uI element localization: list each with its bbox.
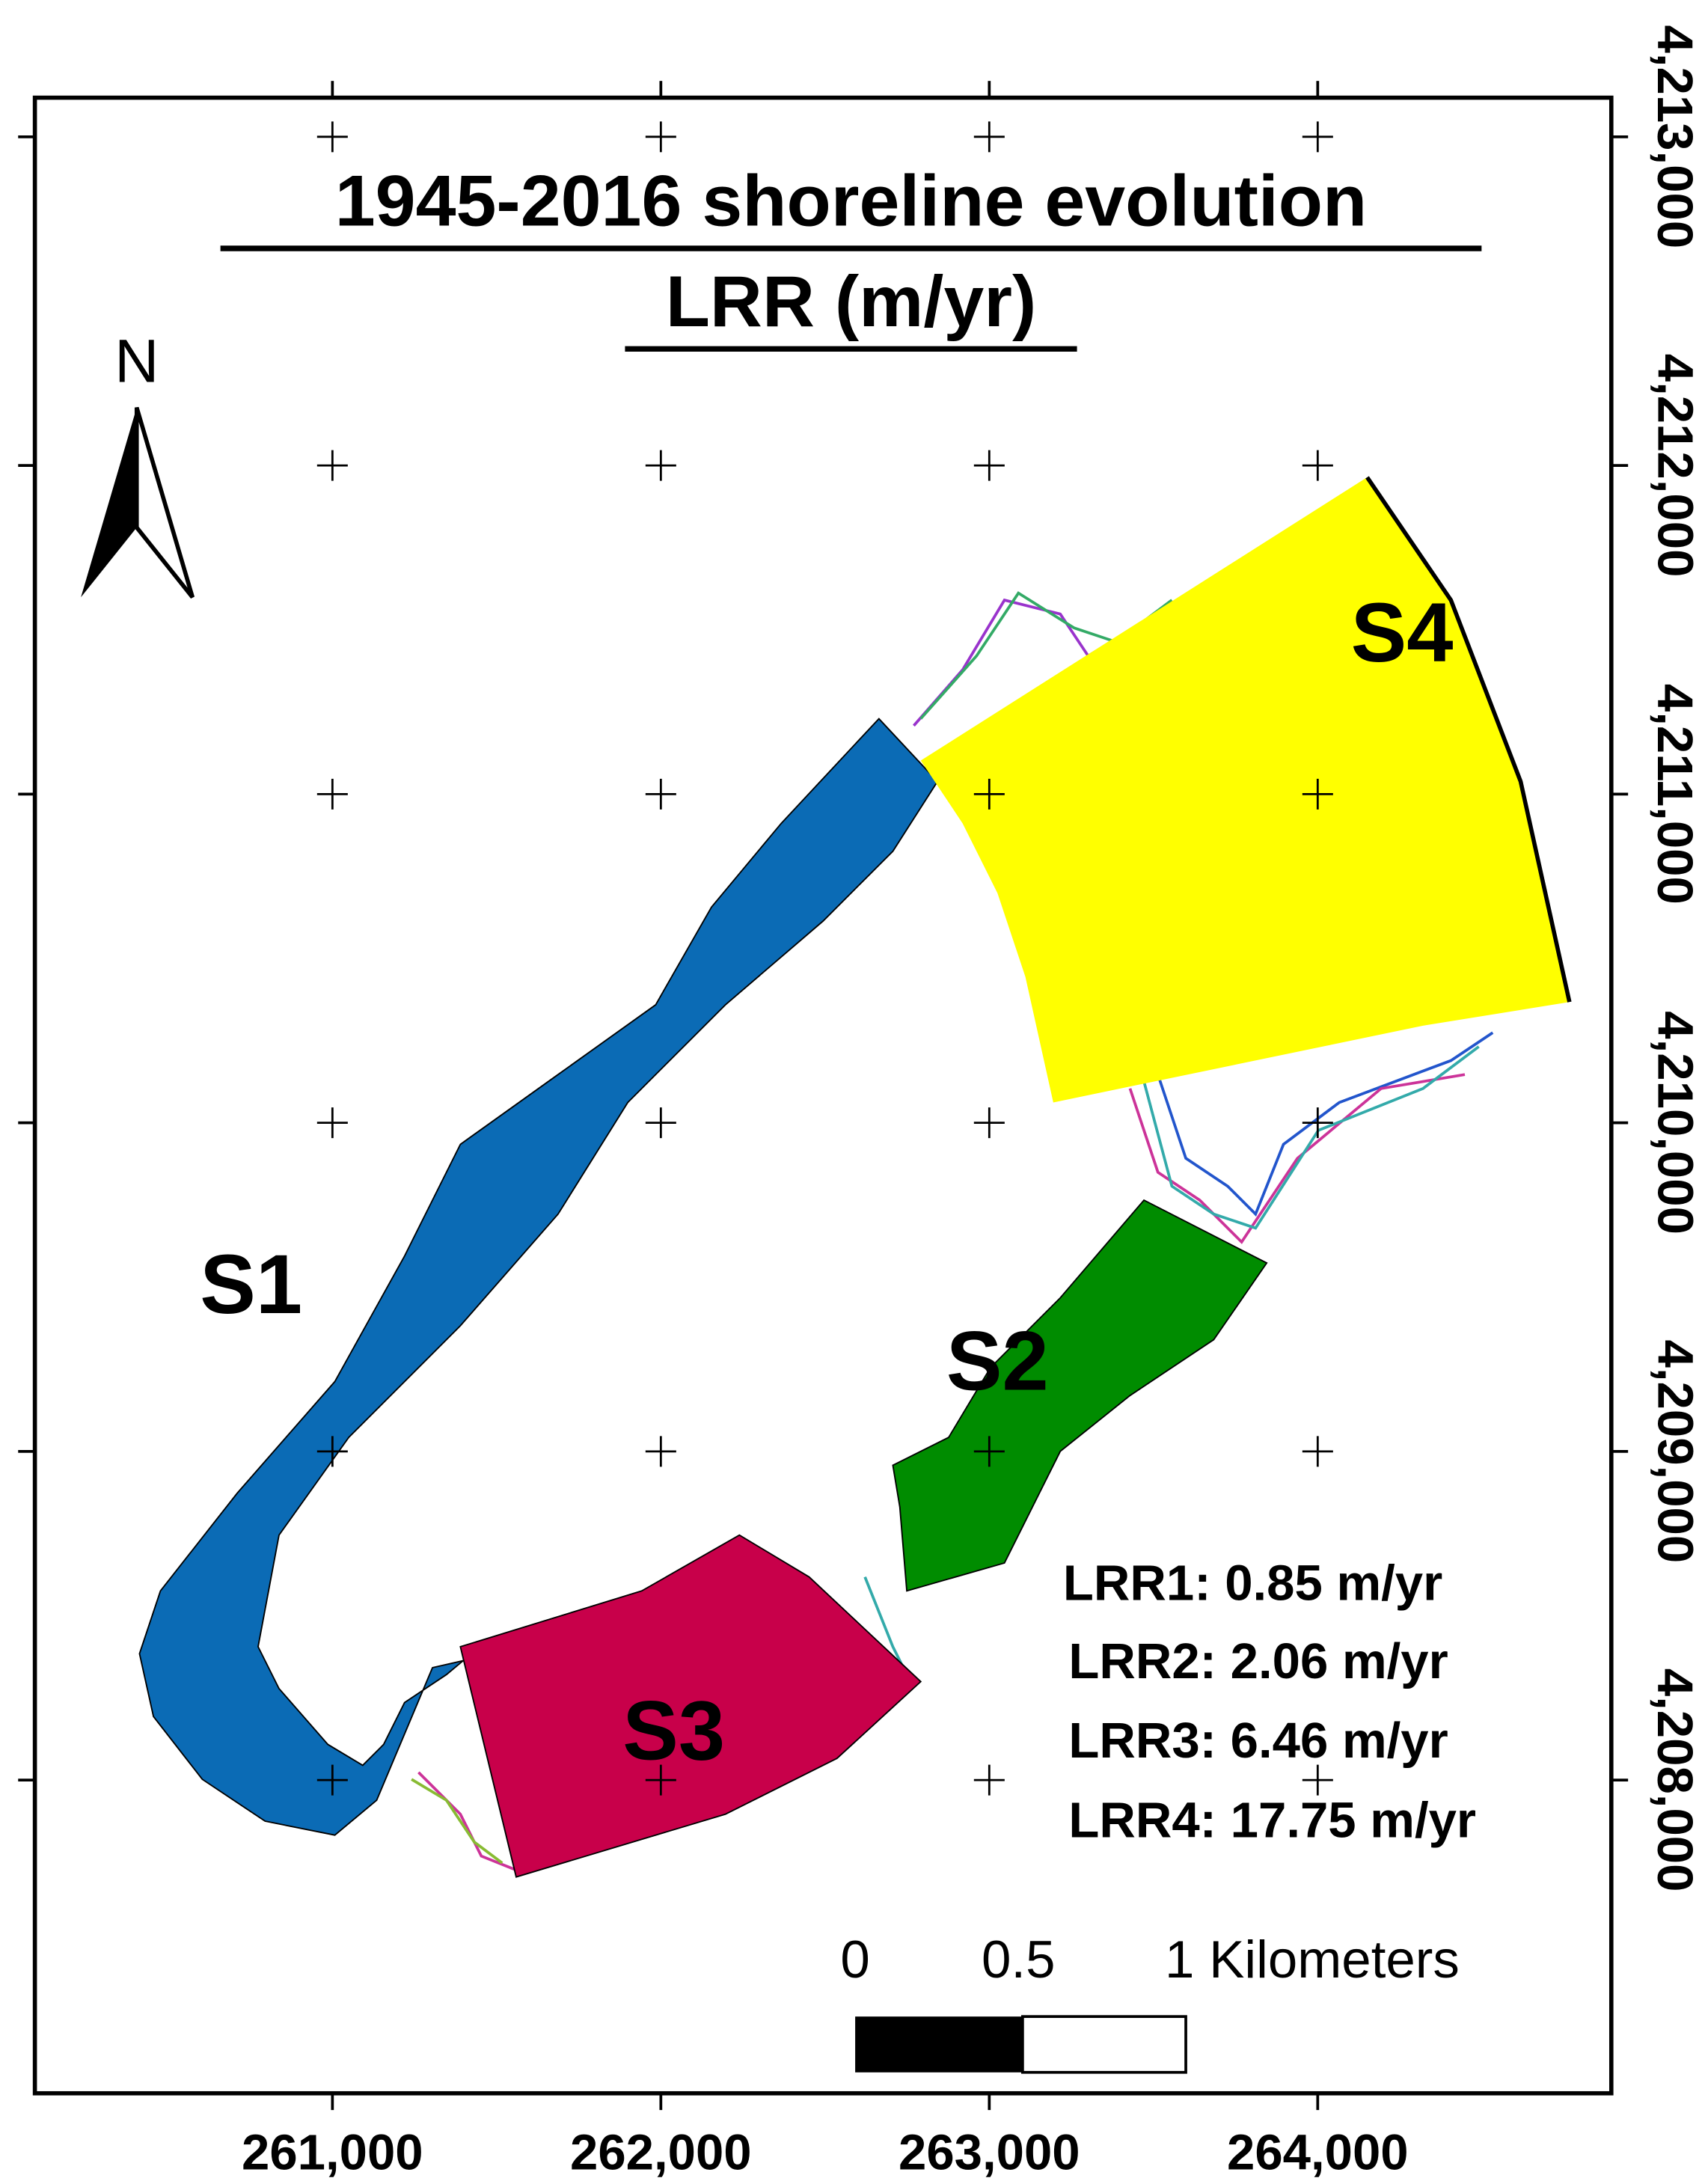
legend-entry: LRR1: 0.85 m/yr <box>1063 1555 1442 1611</box>
graticule-cross <box>645 1764 676 1796</box>
legend-entry: LRR3: 6.46 m/yr <box>1068 1713 1448 1769</box>
scale-label: 0 <box>840 1930 869 1989</box>
segment-label: S1 <box>200 1238 302 1331</box>
north-label: N <box>114 327 159 395</box>
x-tick-label: 262,000 <box>570 2124 752 2180</box>
shoreline <box>1156 1031 1494 1217</box>
graticule-cross <box>973 778 1005 810</box>
graticule-cross <box>645 121 676 153</box>
graticule-cross <box>1302 1107 1333 1139</box>
legend-entry: LRR2: 2.06 m/yr <box>1068 1633 1448 1689</box>
graticule-cross <box>645 450 676 481</box>
coastline <box>1365 476 1572 1003</box>
graticule-cross <box>973 1764 1005 1796</box>
shoreline <box>411 1778 503 1865</box>
title: 1945-2016 shoreline evolution <box>335 160 1368 242</box>
y-tick-label: 4,213,000 <box>1647 25 1702 249</box>
scale-bar-white <box>1021 2015 1187 2074</box>
north-arrow-right <box>134 406 195 599</box>
y-tick-label: 4,212,000 <box>1647 354 1702 578</box>
segment-s3 <box>459 1534 922 1878</box>
graticule-cross <box>316 1436 348 1467</box>
shoreline <box>1128 1073 1466 1244</box>
legend-entry: LRR4: 17.75 m/yr <box>1068 1793 1476 1849</box>
x-tick-label: 261,000 <box>242 2124 423 2180</box>
graticule-cross <box>973 1436 1005 1467</box>
graticule-cross <box>973 1107 1005 1139</box>
scale-label: 0.5 <box>982 1930 1056 1989</box>
shoreline <box>1142 1045 1480 1230</box>
graticule-cross <box>645 1436 676 1467</box>
y-tick-label: 4,210,000 <box>1647 1011 1702 1235</box>
graticule-cross <box>1302 778 1333 810</box>
y-tick-label: 4,209,000 <box>1647 1340 1702 1564</box>
scale-label: 1 Kilometers <box>1165 1930 1460 1989</box>
graticule-cross <box>316 450 348 481</box>
graticule-cross <box>973 450 1005 481</box>
segment-label: S3 <box>622 1684 725 1778</box>
subtitle: LRR (m/yr) <box>666 260 1037 342</box>
segment-s4 <box>920 477 1570 1103</box>
graticule-cross <box>316 1764 348 1796</box>
graticule-cross <box>973 121 1005 153</box>
graticule-cross <box>316 121 348 153</box>
segment-label: S2 <box>946 1314 1049 1407</box>
graticule-cross <box>1302 450 1333 481</box>
y-tick-label: 4,211,000 <box>1647 684 1702 905</box>
x-tick-label: 263,000 <box>899 2124 1080 2180</box>
graticule-cross <box>1302 1436 1333 1467</box>
y-tick-label: 4,208,000 <box>1647 1668 1702 1892</box>
graticule-cross <box>316 1107 348 1139</box>
graticule-cross <box>645 778 676 810</box>
graticule-cross <box>645 1107 676 1139</box>
x-tick-label: 264,000 <box>1227 2124 1409 2180</box>
graticule-cross <box>1302 1764 1333 1796</box>
graticule-cross <box>316 778 348 810</box>
segment-label: S4 <box>1351 586 1454 679</box>
segment-s2 <box>892 1199 1268 1592</box>
scale-bar-black <box>855 2016 1023 2073</box>
graticule-cross <box>1302 121 1333 153</box>
